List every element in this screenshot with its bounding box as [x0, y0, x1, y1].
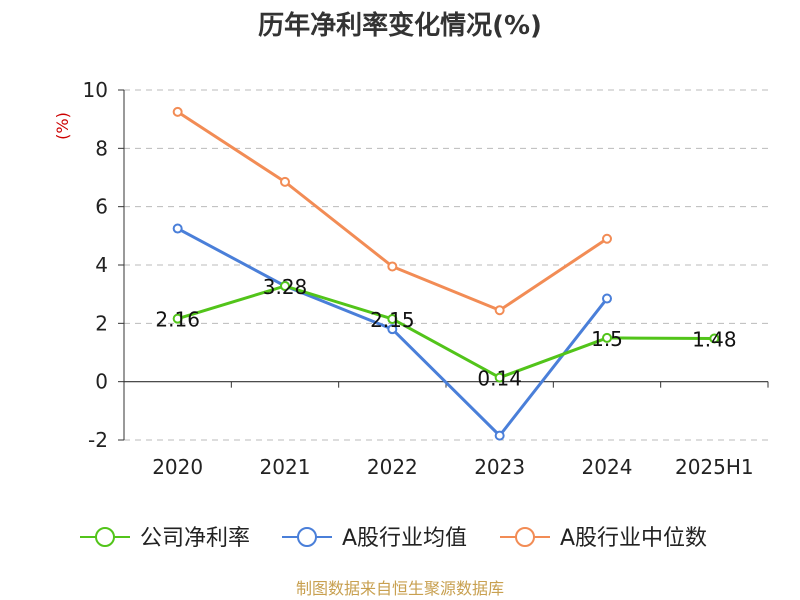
- legend-item-2[interactable]: A股行业中位数: [500, 526, 707, 551]
- series-point-1: [602, 293, 612, 304]
- x-tick-label: 2025H1: [675, 455, 754, 479]
- x-tick-label: 2022: [367, 455, 418, 479]
- data-label: 2.16: [155, 308, 200, 332]
- data-label: 1.48: [692, 328, 737, 352]
- x-tick-label: 2024: [582, 455, 633, 479]
- series-point-0: [709, 333, 720, 344]
- legend-swatch-marker: [515, 527, 535, 547]
- series-point-1: [387, 324, 398, 335]
- series-point-0: [172, 313, 183, 324]
- y-tick-label: 8: [95, 136, 108, 160]
- series-point-0: [280, 281, 290, 291]
- grid-lines: [124, 89, 768, 441]
- x-tick-label: 2020: [152, 455, 203, 479]
- y-tick-label: -2: [88, 428, 108, 452]
- legend-item-1[interactable]: A股行业均值: [282, 526, 467, 551]
- series-point-2: [172, 106, 183, 117]
- series-point-2: [387, 261, 398, 272]
- series-point-0: [602, 332, 612, 343]
- data-labels: 2.16 3.28 2.15 0.14 1.5 1.48: [155, 275, 736, 391]
- y-tick-label: 4: [95, 253, 108, 277]
- legend-item-0[interactable]: 公司净利率: [80, 526, 250, 551]
- series-line-0: [177, 284, 715, 380]
- y-tick-label: 2: [95, 311, 108, 335]
- legend: 公司净利率 A股行业均值 A股行业中位数: [80, 526, 707, 551]
- data-label: 2.15: [370, 308, 415, 332]
- x-tick-label: 2021: [260, 455, 311, 479]
- legend-label: A股行业均值: [342, 526, 467, 551]
- x-tick-label: 2023: [474, 455, 525, 479]
- series-point-0: [494, 372, 505, 383]
- series-point-1: [494, 430, 505, 441]
- legend-swatch-marker: [297, 527, 317, 547]
- y-tick-label: 0: [95, 370, 108, 394]
- legend-label: A股行业中位数: [560, 526, 707, 551]
- data-label: 1.5: [591, 327, 623, 351]
- source-note: 制图数据来自恒生聚源数据库: [296, 579, 504, 598]
- y-tick-label: 10: [83, 78, 108, 102]
- series-point-2: [494, 305, 505, 316]
- legend-label: 公司净利率: [140, 526, 250, 551]
- axes: 10 8 6 4 2 0 -2 2020 2021 2022 2023 2024 2025H1: [83, 78, 769, 479]
- series-point-1: [172, 223, 183, 234]
- series-point-2: [602, 233, 612, 244]
- y-axis-unit-label: (%): [53, 112, 72, 140]
- series-lines: [172, 106, 720, 441]
- y-tick-label: 6: [95, 195, 108, 219]
- series-point-2: [280, 176, 290, 187]
- chart-title: 历年净利率变化情况(%): [258, 10, 542, 41]
- series-point-0: [387, 313, 398, 324]
- data-label: 3.28: [263, 275, 308, 299]
- legend-swatch-marker: [95, 527, 115, 547]
- data-label: 0.14: [477, 367, 522, 391]
- series-line-2: [176, 110, 608, 312]
